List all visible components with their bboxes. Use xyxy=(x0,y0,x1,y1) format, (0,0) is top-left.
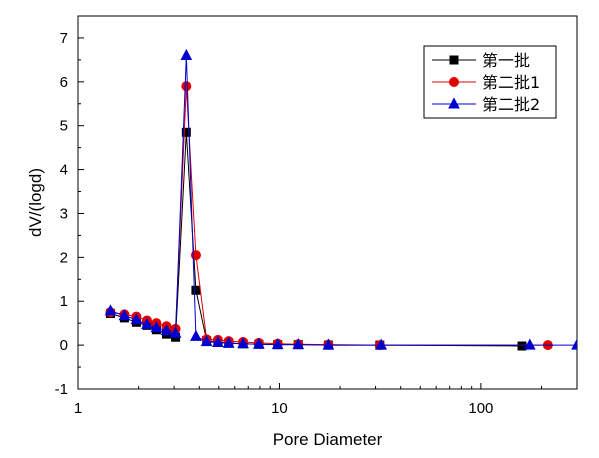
data-point xyxy=(212,335,224,347)
x-tick-label: 10 xyxy=(271,400,288,417)
data-point xyxy=(292,338,305,350)
series-3 xyxy=(104,48,577,350)
series-1 xyxy=(106,127,527,351)
data-point xyxy=(200,335,213,347)
data-point xyxy=(571,338,577,350)
series-layer xyxy=(104,48,577,351)
data-point xyxy=(104,304,117,316)
legend-label: 第二批1 xyxy=(482,73,540,92)
data-point xyxy=(524,338,536,350)
y-tick-label: 0 xyxy=(60,337,68,354)
y-tick-label: 5 xyxy=(60,118,68,135)
y-axis-title: dV/(logd) xyxy=(26,168,45,237)
y-tick-label: 7 xyxy=(60,30,68,47)
data-point xyxy=(180,48,193,60)
series-2 xyxy=(105,81,553,351)
data-point xyxy=(191,285,201,295)
x-tick-label: 1 xyxy=(74,400,82,417)
data-point xyxy=(237,337,249,349)
data-point xyxy=(222,336,235,348)
data-point xyxy=(181,81,192,92)
y-tick-label: 6 xyxy=(60,74,68,91)
data-point xyxy=(252,337,265,349)
y-tick-label: 4 xyxy=(60,162,68,179)
plot-frame xyxy=(77,15,578,390)
data-point xyxy=(150,320,163,333)
data-point xyxy=(271,338,284,350)
data-point xyxy=(375,338,388,350)
legend-marker xyxy=(449,55,459,65)
legend-label: 第一批 xyxy=(482,51,530,70)
y-tick-label: 1 xyxy=(60,293,68,310)
data-point xyxy=(141,317,153,329)
legend-item: 第二批1 xyxy=(432,73,540,92)
axes-layer: -1 0 1 2 3 4 5 6 7 1 10 100 Pore Diameter dV/(logd) xyxy=(26,15,578,449)
x-axis-title: Pore Diameter xyxy=(273,430,383,449)
data-point xyxy=(322,338,335,350)
legend-marker xyxy=(448,97,460,109)
legend-label: 第二批2 xyxy=(482,95,540,114)
x-tick-label: 100 xyxy=(468,400,493,417)
y-tick-label: 2 xyxy=(60,249,68,266)
series-line xyxy=(110,132,523,347)
data-point xyxy=(130,313,143,325)
data-point xyxy=(181,127,191,137)
legend-item: 第一批 xyxy=(432,51,530,70)
data-point xyxy=(160,324,173,336)
legend-item: 第二批2 xyxy=(432,95,540,114)
data-point xyxy=(118,309,131,321)
y-tick-label: -1 xyxy=(55,381,68,398)
y-tick-label: 3 xyxy=(60,205,68,222)
data-point xyxy=(190,329,202,341)
data-point xyxy=(169,326,182,338)
legend-marker xyxy=(449,77,459,87)
